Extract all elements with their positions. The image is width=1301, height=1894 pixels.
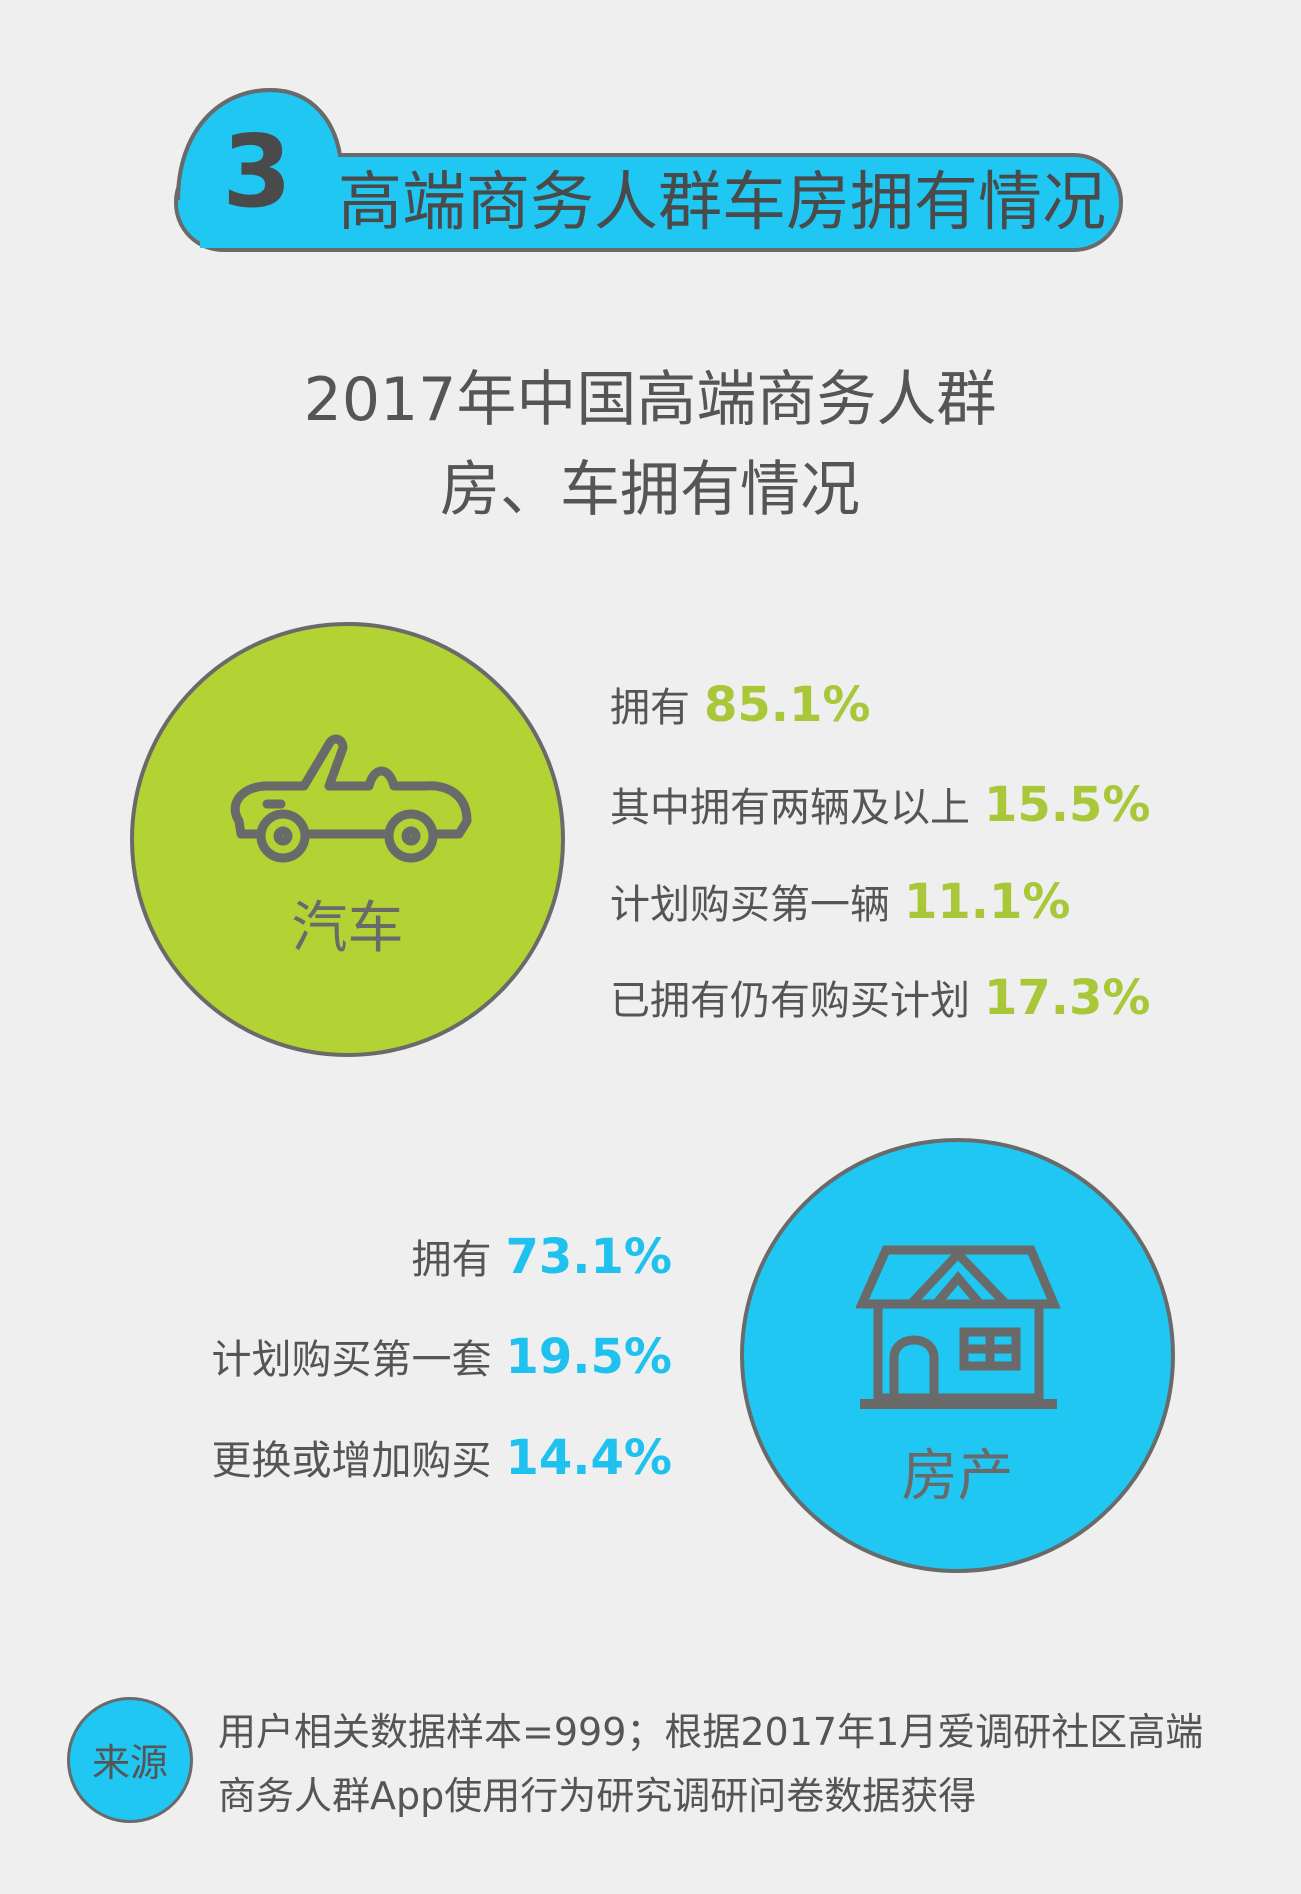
source-text: 用户相关数据样本=999；根据2017年1月爱调研社区高端 商务人群App使用行…: [218, 1700, 1278, 1828]
source-line1: 用户相关数据样本=999；根据2017年1月爱调研社区高端: [218, 1710, 1204, 1754]
stat-value: 19.5%: [505, 1329, 672, 1385]
house-circle: 房产: [740, 1138, 1175, 1573]
house-icon: [856, 1245, 1061, 1409]
car-label: 汽车: [291, 896, 404, 961]
section-banner: [174, 87, 1123, 252]
stat-value: 15.5%: [984, 777, 1151, 833]
stat-label: 拥有: [411, 1237, 492, 1283]
section-title: 高端商务人群车房拥有情况: [338, 166, 1106, 240]
stat-value: 14.4%: [505, 1430, 672, 1486]
house-stat-plan-first: 计划购买第一套 19.5%: [150, 1327, 672, 1390]
house-stat-change-add: 更换或增加购买 14.4%: [150, 1428, 672, 1491]
stat-label: 计划购买第一套: [211, 1337, 492, 1383]
car-stat-plan-first: 计划购买第一辆 11.1%: [610, 872, 1071, 935]
stat-value: 85.1%: [704, 677, 871, 733]
source-badge: 来源: [67, 1697, 193, 1823]
stat-label: 更换或增加购买: [211, 1438, 492, 1484]
house-stat-own: 拥有 73.1%: [150, 1227, 672, 1290]
car-icon: [230, 734, 472, 863]
house-label: 房产: [901, 1444, 1014, 1509]
page-title: 2017年中国高端商务人群 房、车拥有情况: [150, 355, 1150, 535]
car-stat-two-plus: 其中拥有两辆及以上 15.5%: [610, 775, 1151, 838]
car-stat-own: 拥有 85.1%: [610, 675, 871, 738]
stat-value: 17.3%: [984, 970, 1151, 1026]
stat-label: 已拥有仍有购买计划: [610, 978, 970, 1024]
stat-value: 11.1%: [904, 874, 1071, 930]
page-title-line1: 2017年中国高端商务人群: [303, 365, 997, 435]
stat-label: 其中拥有两辆及以上: [610, 785, 970, 831]
source-line2: 商务人群App使用行为研究调研问卷数据获得: [218, 1774, 977, 1818]
car-stat-own-plan: 已拥有仍有购买计划 17.3%: [610, 968, 1151, 1031]
car-circle: 汽车: [130, 622, 565, 1057]
section-number: 3: [222, 113, 292, 230]
stat-label: 拥有: [610, 685, 690, 731]
stat-label: 计划购买第一辆: [610, 882, 890, 928]
source-label: 来源: [91, 1741, 168, 1785]
stat-value: 73.1%: [505, 1229, 672, 1285]
page-title-line2: 房、车拥有情况: [440, 455, 860, 525]
